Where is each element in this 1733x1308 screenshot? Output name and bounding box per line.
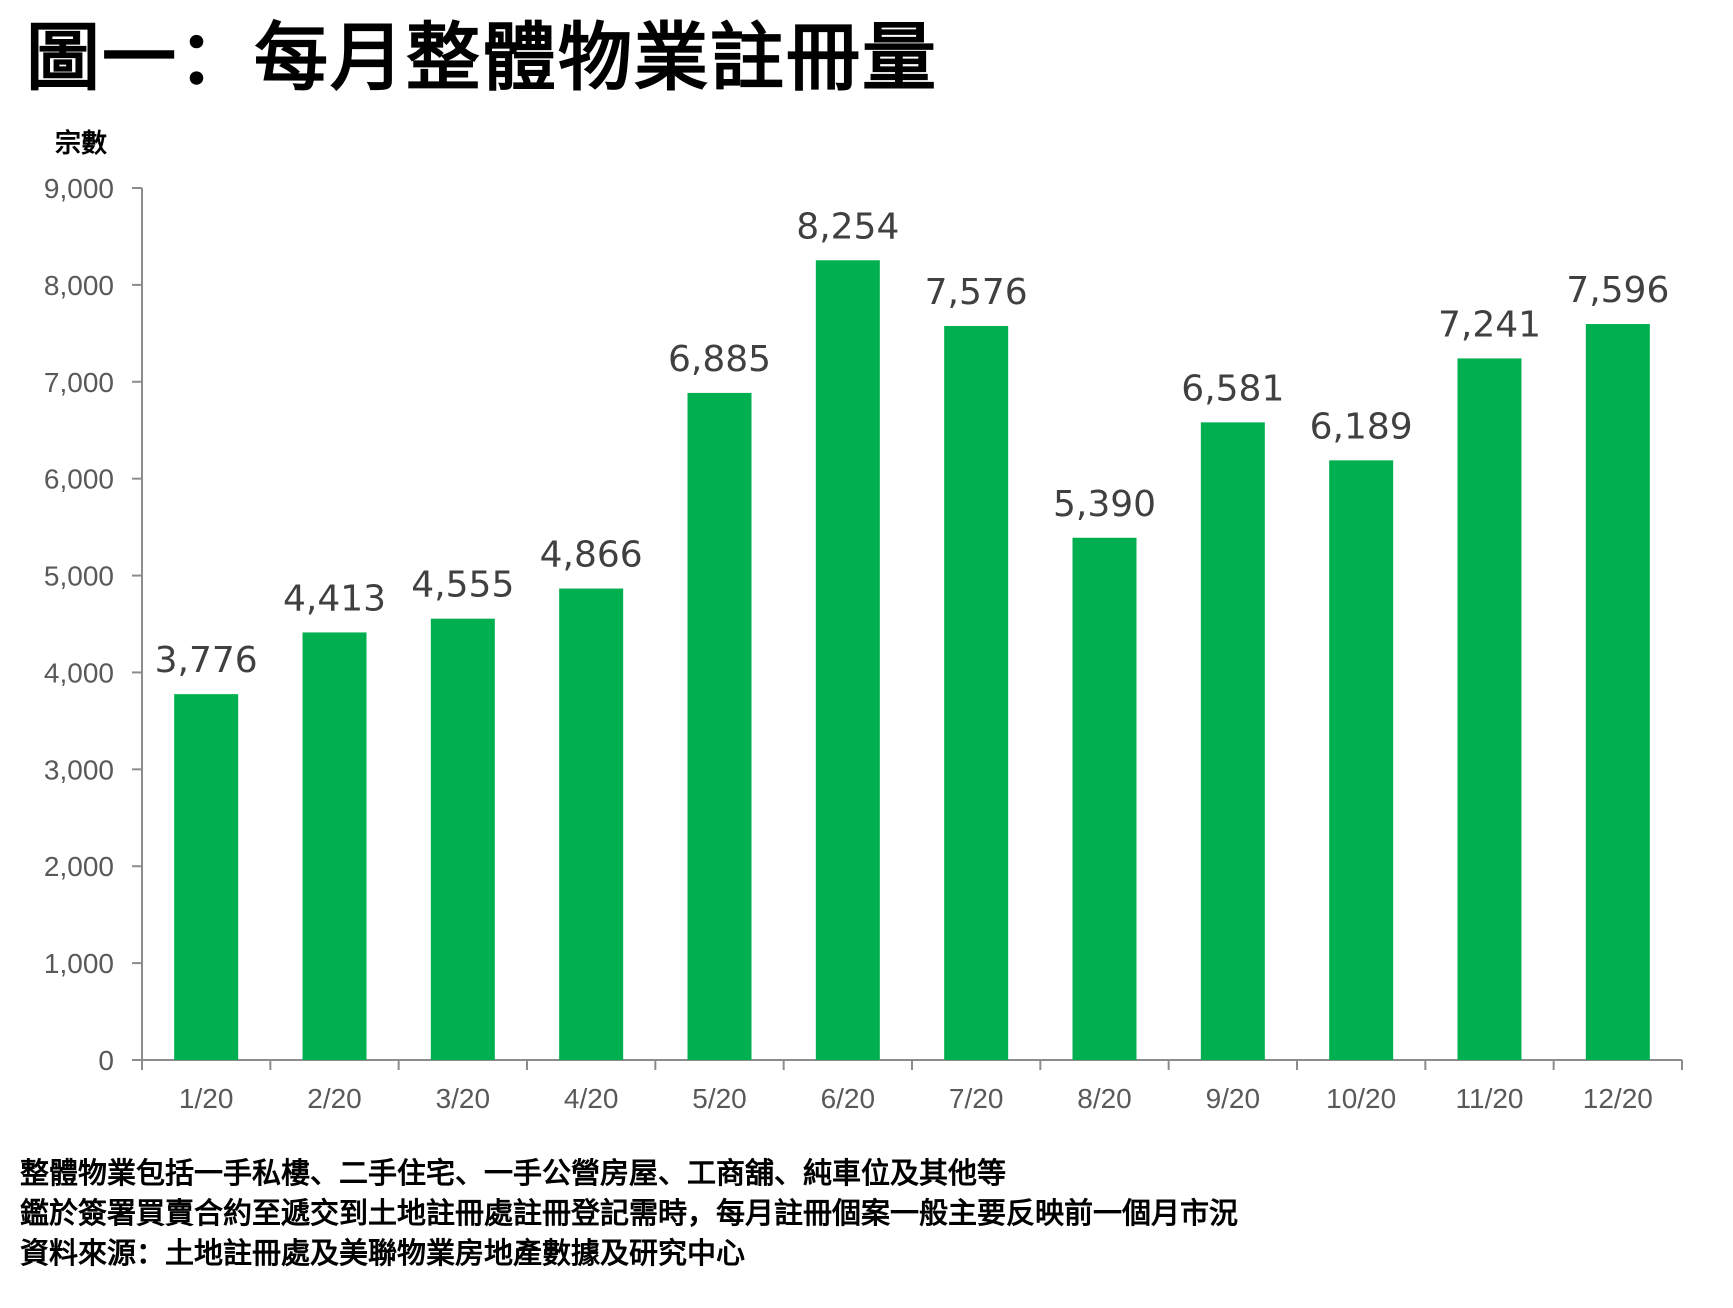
x-tick-labels: 1/20 2/20 3/20 4/20 5/20 6/20 7/20 8/20 9/20 10/2… (179, 1083, 1653, 1114)
bars (174, 260, 1650, 1061)
footnote-scope: 整體物業包括一手私樓、二手住宅、一手公營房屋、工商舖、純車位及其他等 (20, 1156, 1007, 1190)
footnote-timing: 鑑於簽署買賣合約至遞交到土地註冊處註冊登記需時，每月註冊個案一般主要反映前一個月… (20, 1196, 1239, 1230)
x-tick-label: 12/20 (1583, 1083, 1653, 1114)
bar-6-20 (815, 260, 880, 1060)
x-tick-label: 5/20 (692, 1083, 747, 1114)
y-tick-label: 7,000 (44, 367, 114, 398)
bar-10-20 (1329, 460, 1394, 1060)
bar-8-20 (1072, 537, 1137, 1060)
x-tick-label: 7/20 (949, 1083, 1004, 1114)
x-tick-label: 2/20 (307, 1083, 362, 1114)
data-label: 4,413 (283, 578, 386, 619)
x-axis (141, 1059, 1683, 1070)
data-label: 7,596 (1566, 270, 1669, 311)
data-label: 6,189 (1310, 406, 1413, 447)
data-label: 6,885 (668, 339, 771, 380)
y-axis: 0 1,000 2,000 3,000 4,000 5,000 6,000 7,000 8,00… (44, 173, 143, 1076)
x-tick-label: 1/20 (179, 1083, 234, 1114)
bar-9-20 (1200, 422, 1265, 1060)
x-tick-label: 3/20 (436, 1083, 491, 1114)
bar-7-20 (944, 325, 1009, 1060)
y-tick-label: 0 (98, 1045, 114, 1076)
y-tick-label: 4,000 (44, 657, 114, 688)
bar-12-20 (1585, 324, 1650, 1061)
bar-11-20 (1457, 358, 1522, 1060)
y-tick-label: 2,000 (44, 851, 114, 882)
bar-1-20 (174, 694, 239, 1060)
bar-2-20 (302, 632, 367, 1060)
x-tick-label: 8/20 (1077, 1083, 1132, 1114)
y-tick-label: 5,000 (44, 561, 114, 592)
bar-3-20 (430, 618, 495, 1060)
y-tick-label: 1,000 (44, 948, 114, 979)
x-tick-label: 9/20 (1206, 1083, 1261, 1114)
data-label: 4,866 (540, 535, 643, 576)
y-tick-label: 8,000 (44, 270, 114, 301)
bar-chart: 宗數 0 1,000 2,000 3,000 4,000 5,000 6,000 7,000 8… (44, 128, 1683, 1114)
y-tick-label: 3,000 (44, 754, 114, 785)
data-label: 7,241 (1438, 304, 1541, 345)
data-label: 5,390 (1053, 484, 1156, 525)
data-label: 6,581 (1181, 368, 1284, 409)
x-tick-label: 4/20 (564, 1083, 619, 1114)
bar-5-20 (687, 392, 752, 1060)
y-axis-label: 宗數 (55, 128, 107, 159)
x-tick-label: 10/20 (1326, 1083, 1396, 1114)
x-tick-label: 6/20 (821, 1083, 876, 1114)
y-tick-label: 9,000 (44, 173, 114, 204)
y-tick-label: 6,000 (44, 464, 114, 495)
chart-title: 圖一：每月整體物業註冊量 (26, 15, 938, 101)
data-label: 8,254 (796, 206, 899, 247)
bar-4-20 (559, 588, 624, 1060)
data-labels: 3,776 4,413 4,555 4,866 6,885 8,254 7,576 5,390… (155, 206, 1670, 681)
data-label: 3,776 (155, 640, 258, 681)
footnotes: 整體物業包括一手私樓、二手住宅、一手公營房屋、工商舖、純車位及其他等 鑑於簽署買… (20, 1153, 1238, 1273)
data-label: 7,576 (925, 272, 1028, 313)
data-label: 4,555 (411, 565, 514, 606)
footnote-source: 資料來源：土地註冊處及美聯物業房地產數據及研究中心 (20, 1236, 746, 1270)
x-tick-label: 11/20 (1456, 1083, 1524, 1114)
